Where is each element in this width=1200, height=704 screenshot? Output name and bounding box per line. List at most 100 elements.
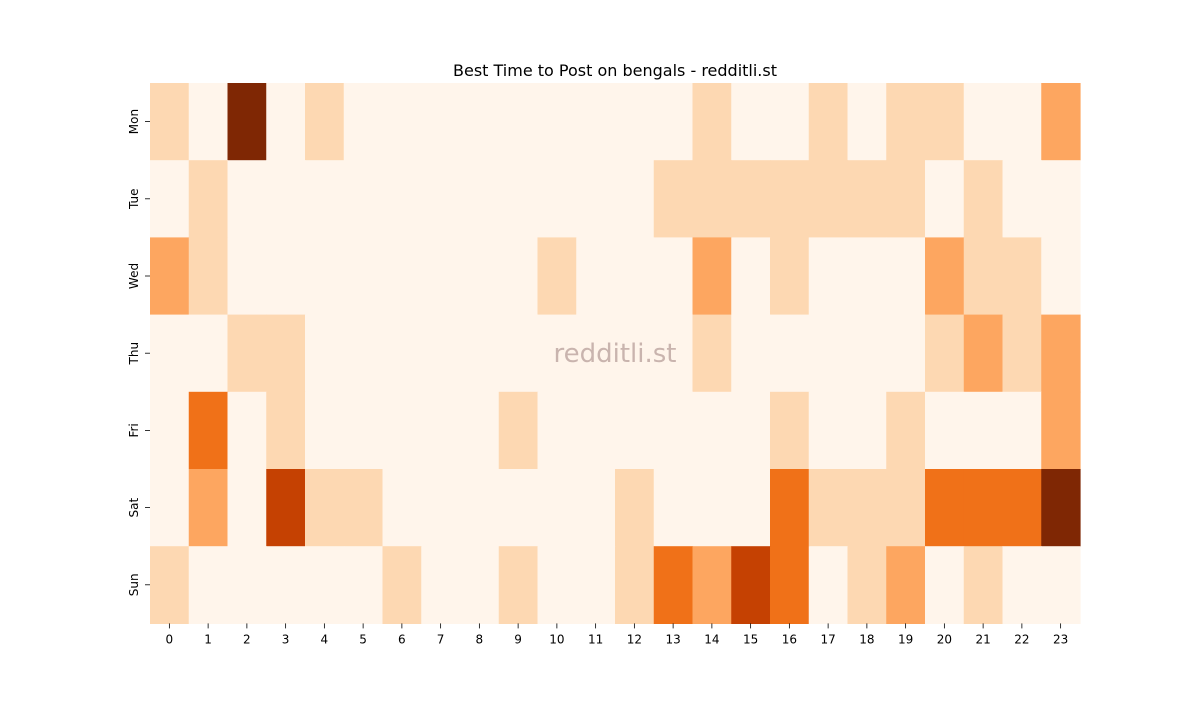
heatmap-cell-wed-13 xyxy=(653,237,694,316)
heatmap-cell-wed-5 xyxy=(343,237,384,316)
heatmap-cell-thu-8 xyxy=(460,314,500,393)
x-tick-label-5: 5 xyxy=(359,632,367,646)
heatmap-cell-wed-3 xyxy=(266,237,306,316)
heatmap-cell-mon-21 xyxy=(963,83,1004,161)
axes: 0 1 2 3 4 5 6 7 8 9 10 11 12 13 14 15 16 17 18 19 20 21 22 23Mo… xyxy=(127,109,1068,646)
x-tick-label-9: 9 xyxy=(514,632,522,646)
heatmap-cell-thu-14 xyxy=(692,314,732,393)
y-tick-label-fri: Fri xyxy=(127,423,141,437)
heatmap-cell-sun-2 xyxy=(227,546,267,624)
y-tick-label-wed: Wed xyxy=(127,263,141,289)
heatmap-cell-fri-22 xyxy=(1002,391,1042,470)
heatmap-cell-mon-8 xyxy=(460,83,500,161)
heatmap-cell-wed-6 xyxy=(382,237,422,316)
heatmap-cell-tue-21 xyxy=(963,160,1004,238)
heatmap-cell-wed-15 xyxy=(731,237,771,316)
heatmap-cell-sat-18 xyxy=(847,469,887,547)
heatmap-cell-wed-7 xyxy=(421,237,461,316)
heatmap-cell-thu-11 xyxy=(576,314,616,393)
heatmap-cell-mon-12 xyxy=(615,83,655,161)
heatmap-cell-tue-1 xyxy=(188,160,229,238)
heatmap-cell-wed-11 xyxy=(576,237,616,316)
heatmap-cell-tue-2 xyxy=(227,160,267,238)
heatmap-cell-sat-4 xyxy=(305,469,345,547)
heatmap-cell-fri-17 xyxy=(808,391,849,470)
heatmap-cell-thu-6 xyxy=(382,314,422,393)
heatmap-cell-sat-11 xyxy=(576,469,616,547)
heatmap-cell-thu-17 xyxy=(808,314,849,393)
heatmap-cell-fri-6 xyxy=(382,391,422,470)
x-tick-label-11: 11 xyxy=(588,632,603,646)
heatmap-cell-thu-2 xyxy=(227,314,267,393)
heatmap-cell-wed-2 xyxy=(227,237,267,316)
x-tick-label-8: 8 xyxy=(476,632,484,646)
heatmap-cell-fri-8 xyxy=(460,391,500,470)
heatmap-cell-sun-5 xyxy=(343,546,384,624)
heatmap-cell-mon-18 xyxy=(847,83,887,161)
heatmap-cell-sun-13 xyxy=(653,546,694,624)
heatmap-cell-fri-19 xyxy=(886,391,926,470)
heatmap-cell-sat-9 xyxy=(498,469,539,547)
heatmap-cell-thu-21 xyxy=(963,314,1004,393)
heatmap-cell-wed-14 xyxy=(692,237,732,316)
heatmap-cell-tue-15 xyxy=(731,160,771,238)
heatmap-cell-mon-19 xyxy=(886,83,926,161)
heatmap-cell-fri-2 xyxy=(227,391,267,470)
heatmap-cell-sat-7 xyxy=(421,469,461,547)
heatmap-cell-wed-9 xyxy=(498,237,539,316)
x-tick-label-21: 21 xyxy=(975,632,990,646)
heatmap-cell-fri-20 xyxy=(925,391,965,470)
heatmap-cell-sun-11 xyxy=(576,546,616,624)
heatmap-cell-sun-15 xyxy=(731,546,771,624)
heatmap-cell-mon-5 xyxy=(343,83,384,161)
heatmap-cell-fri-10 xyxy=(537,391,577,470)
x-tick-label-16: 16 xyxy=(782,632,797,646)
heatmap-cell-sat-14 xyxy=(692,469,732,547)
heatmap-cell-mon-3 xyxy=(266,83,306,161)
heatmap-cell-sat-23 xyxy=(1041,469,1081,547)
heatmap-cell-sun-0 xyxy=(150,546,190,624)
heatmap-cell-mon-7 xyxy=(421,83,461,161)
x-tick-label-6: 6 xyxy=(398,632,406,646)
heatmap-cell-sat-0 xyxy=(150,469,190,547)
x-tick-label-10: 10 xyxy=(549,632,564,646)
heatmap-cell-tue-10 xyxy=(537,160,577,238)
x-tick-label-7: 7 xyxy=(437,632,445,646)
heatmap-cell-wed-12 xyxy=(615,237,655,316)
heatmap-cell-mon-20 xyxy=(925,83,965,161)
heatmap-cell-mon-4 xyxy=(305,83,345,161)
heatmap-cell-mon-6 xyxy=(382,83,422,161)
heatmap-cell-wed-10 xyxy=(537,237,577,316)
x-tick-label-13: 13 xyxy=(665,632,680,646)
heatmap-cell-thu-20 xyxy=(925,314,965,393)
heatmap-cell-mon-1 xyxy=(188,83,229,161)
heatmap-cell-fri-9 xyxy=(498,391,539,470)
x-tick-label-4: 4 xyxy=(321,632,329,646)
heatmap-cell-mon-13 xyxy=(653,83,694,161)
heatmap-cell-wed-8 xyxy=(460,237,500,316)
heatmap-cell-fri-14 xyxy=(692,391,732,470)
heatmap-cell-fri-12 xyxy=(615,391,655,470)
y-tick-label-sun: Sun xyxy=(127,573,141,596)
heatmap-cell-fri-5 xyxy=(343,391,384,470)
heatmap-cell-wed-4 xyxy=(305,237,345,316)
heatmap-cell-tue-14 xyxy=(692,160,732,238)
heatmap-cell-fri-7 xyxy=(421,391,461,470)
heatmap-cell-thu-19 xyxy=(886,314,926,393)
heatmap-cell-sat-2 xyxy=(227,469,267,547)
chart-title: Best Time to Post on bengals - redditli.… xyxy=(453,61,777,80)
heatmap-cell-mon-2 xyxy=(227,83,267,161)
heatmap-cell-sun-3 xyxy=(266,546,306,624)
heatmap-cell-tue-13 xyxy=(653,160,694,238)
heatmap-cell-fri-3 xyxy=(266,391,306,470)
x-tick-label-22: 22 xyxy=(1014,632,1029,646)
x-tick-label-17: 17 xyxy=(820,632,835,646)
heatmap-cell-thu-12 xyxy=(615,314,655,393)
heatmap-cell-mon-23 xyxy=(1041,83,1081,161)
x-tick-label-23: 23 xyxy=(1053,632,1068,646)
heatmap-cell-tue-17 xyxy=(808,160,849,238)
heatmap-cell-fri-15 xyxy=(731,391,771,470)
heatmap-cell-sun-18 xyxy=(847,546,887,624)
heatmap-cell-sun-14 xyxy=(692,546,732,624)
heatmap-cell-sat-1 xyxy=(188,469,229,547)
